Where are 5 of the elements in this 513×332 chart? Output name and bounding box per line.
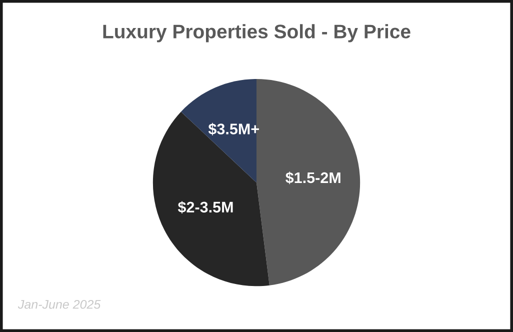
pie-slice [152,112,270,286]
chart-title: Luxury Properties Sold - By Price [103,24,410,42]
slice-label: $1.5-2M [286,172,340,184]
slice-label: $2-3.5M [178,201,233,214]
slice-label: $3.5M+ [208,122,259,136]
